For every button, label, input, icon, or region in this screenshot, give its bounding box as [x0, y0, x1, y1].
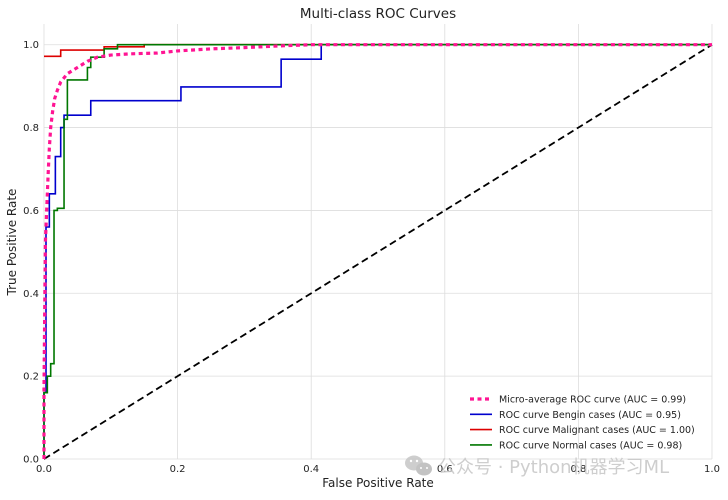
legend-label: ROC curve Bengin cases (AUC = 0.95) [499, 410, 681, 421]
watermark-text: 公众号 · Python机器学习ML [438, 457, 669, 478]
x-tick-label: 0.8 [570, 464, 586, 475]
roc-series-line-2 [44, 43, 712, 58]
legend-label: ROC curve Normal cases (AUC = 0.98) [499, 440, 682, 451]
y-tick-label: 0.0 [23, 455, 39, 466]
series-layer [42, 43, 713, 460]
y-axis-label: True Positive Rate [5, 189, 19, 297]
legend: Micro-average ROC curve (AUC = 0.99) ROC … [470, 395, 695, 451]
wechat-icon [405, 455, 432, 476]
x-tick-label: 0.2 [170, 464, 186, 475]
y-tick-label: 0.4 [23, 289, 39, 300]
roc-series-line-0 [42, 43, 712, 459]
y-tick-label: 0.6 [23, 206, 39, 217]
chart-title: Multi-class ROC Curves [300, 6, 456, 22]
x-tick-label: 1.0 [704, 464, 720, 475]
x-tick-label: 0.6 [437, 464, 453, 475]
legend-label: ROC curve Malignant cases (AUC = 1.00) [499, 425, 695, 436]
chance-diagonal-line [43, 43, 713, 460]
legend-label: Micro-average ROC curve (AUC = 0.99) [499, 395, 686, 406]
watermark: 公众号 · Python机器学习ML [405, 455, 669, 478]
y-tick-label: 1.0 [23, 40, 39, 51]
y-tick-label: 0.2 [23, 372, 39, 383]
roc-series-line-3 [43, 43, 712, 459]
x-axis-label: False Positive Rate [322, 476, 434, 490]
y-tick-label: 0.8 [23, 123, 39, 134]
x-tick-label: 0.4 [303, 464, 319, 475]
x-tick-label: 0.0 [36, 464, 52, 475]
tick-labels: 0.0 0.2 0.4 0.6 0.8 1.0 0.0 0.2 0.4 0.6 0.8 1.0 [23, 40, 720, 475]
